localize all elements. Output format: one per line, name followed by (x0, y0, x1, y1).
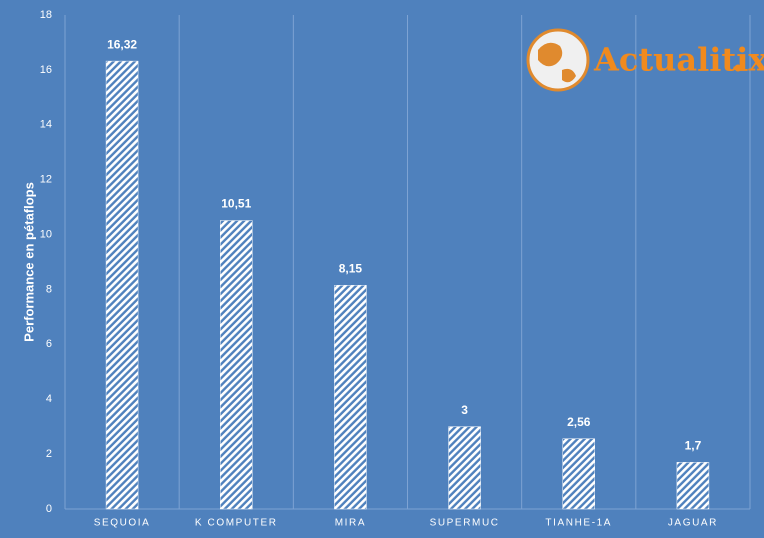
value-label: 10,51 (221, 197, 251, 211)
x-tick-label: SUPERMUC (430, 518, 500, 529)
x-tick-label: K COMPUTER (195, 518, 278, 529)
x-tick-label: MIRA (335, 518, 366, 529)
bar (105, 60, 139, 510)
y-axis-label: Performance en pétaflops (21, 182, 36, 342)
y-tick-label: 0 (46, 503, 52, 515)
bar (562, 438, 595, 510)
y-tick-label: 16 (40, 64, 52, 76)
x-tick-label: SEQUOIA (94, 518, 151, 529)
bar (448, 426, 481, 510)
logo-text: Actualitix (593, 41, 764, 79)
logo-dot (734, 64, 742, 72)
value-label: 1,7 (685, 439, 702, 453)
y-tick-label: 14 (40, 119, 52, 131)
logo: Actualitix (526, 28, 764, 92)
bar (334, 285, 367, 510)
value-label: 2,56 (567, 415, 591, 429)
value-label: 8,15 (339, 261, 363, 275)
y-tick-label: 8 (46, 283, 52, 295)
x-tick-label: JAGUAR (668, 518, 718, 529)
y-tick-label: 12 (40, 174, 52, 186)
y-tick-label: 18 (40, 9, 52, 21)
value-label: 3 (461, 403, 468, 417)
y-tick-label: 2 (46, 448, 52, 460)
y-tick-label: 4 (46, 393, 52, 405)
bar (676, 462, 710, 510)
y-tick-label: 10 (40, 228, 52, 240)
logo-continents (538, 42, 576, 83)
x-tick-label: TIANHE-1A (545, 518, 612, 529)
value-label: 16,32 (107, 37, 137, 51)
y-tick-label: 6 (46, 338, 52, 350)
bar (220, 220, 253, 510)
